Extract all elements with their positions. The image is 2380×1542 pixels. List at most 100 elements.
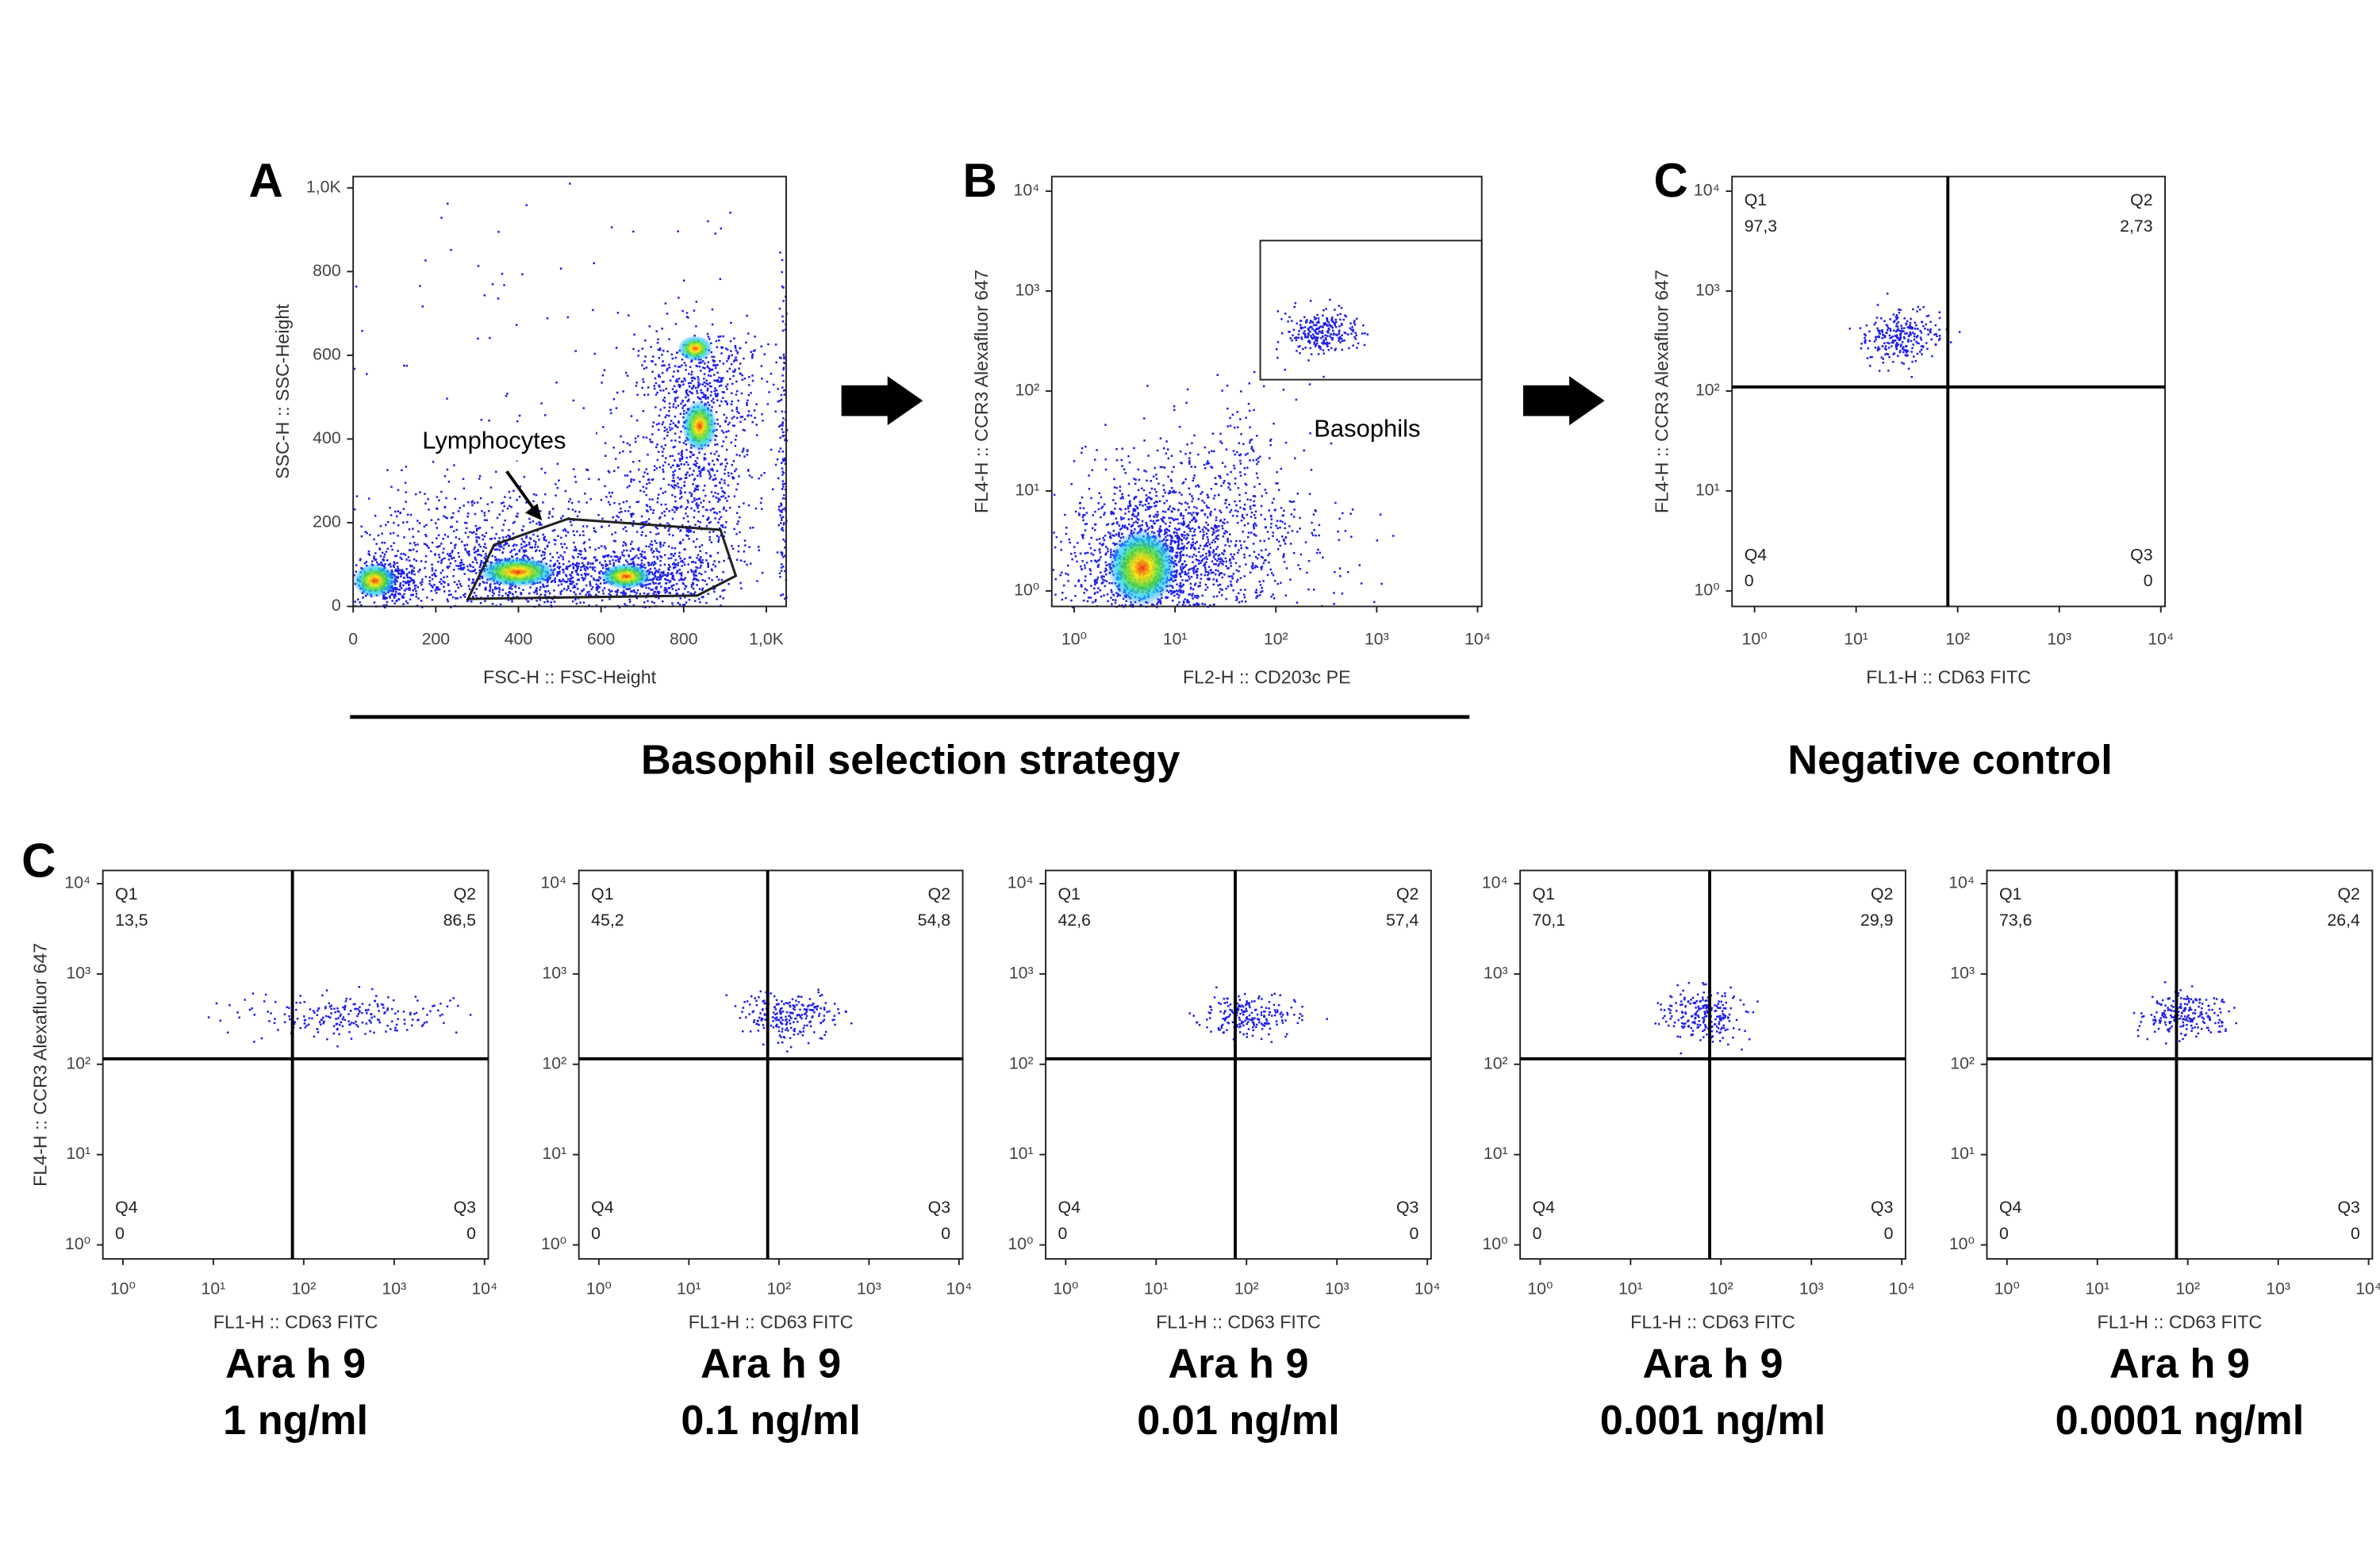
event-dot <box>720 534 723 537</box>
event-dot <box>690 561 693 563</box>
event-dot <box>697 489 700 491</box>
event-dot <box>450 593 452 596</box>
event-dot <box>1180 522 1183 524</box>
event-dot <box>1195 519 1197 522</box>
event-dot <box>696 578 698 581</box>
event-dot <box>436 546 438 548</box>
event-dot <box>1275 524 1277 527</box>
event-dot <box>663 397 666 399</box>
event-dot <box>1102 543 1104 545</box>
event-dot <box>534 550 537 553</box>
event-dot <box>1148 505 1151 508</box>
event-dot <box>711 308 714 311</box>
event-dot <box>705 559 708 562</box>
event-dot <box>640 515 643 518</box>
event-dot <box>646 520 648 523</box>
event-dot <box>522 589 524 591</box>
event-dot <box>674 380 678 382</box>
event-dot <box>1205 555 1207 558</box>
event-dot <box>1082 513 1084 516</box>
event-dot <box>681 407 684 409</box>
event-dot <box>464 593 466 595</box>
event-dot <box>446 575 448 578</box>
event-dot <box>781 483 785 485</box>
event-dot <box>542 558 544 561</box>
event-dot <box>529 586 532 589</box>
event-dot <box>497 540 501 543</box>
event-dot <box>406 576 409 579</box>
event-dot <box>690 360 693 363</box>
event-dot <box>1115 517 1118 520</box>
event-dot <box>701 544 704 547</box>
event-dot <box>1090 497 1092 500</box>
event-dot <box>671 534 674 537</box>
event-dot <box>438 588 441 591</box>
event-dot <box>1217 584 1219 587</box>
event-dot <box>680 462 682 466</box>
event-dot <box>1192 597 1194 600</box>
event-dot <box>580 573 583 576</box>
event-dot <box>687 591 689 593</box>
event-dot <box>781 410 784 413</box>
event-dot <box>647 600 649 602</box>
event-dot <box>1284 594 1288 596</box>
event-dot <box>455 536 457 539</box>
event-dot <box>393 542 395 544</box>
event-dot <box>1205 521 1207 524</box>
event-dot <box>474 512 477 516</box>
event-dot <box>563 527 566 531</box>
event-dot <box>474 558 478 562</box>
event-dot <box>724 400 727 403</box>
event-dot <box>1204 569 1207 571</box>
event-dot <box>1205 552 1207 555</box>
event-dot <box>543 471 547 474</box>
event-dot <box>652 582 655 585</box>
event-dot <box>710 390 713 393</box>
event-dot <box>720 462 724 465</box>
event-dot <box>1318 534 1320 537</box>
event-dot <box>499 546 501 548</box>
event-dot <box>1232 589 1234 592</box>
event-dot <box>501 272 504 275</box>
event-dot <box>758 477 760 480</box>
event-dot <box>428 576 432 579</box>
event-dot <box>1154 513 1157 516</box>
event-dot <box>1084 552 1087 554</box>
event-dot <box>439 581 441 584</box>
event-dot <box>700 361 703 364</box>
event-dot <box>723 506 725 509</box>
event-dot <box>724 531 726 534</box>
event-dot <box>1179 547 1182 550</box>
event-dot <box>747 384 750 386</box>
event-dot <box>701 579 704 581</box>
event-dot <box>437 518 440 521</box>
event-dot <box>1109 548 1112 551</box>
event-dot <box>707 470 709 472</box>
event-dot <box>485 554 487 558</box>
event-dot <box>484 586 487 589</box>
event-dot <box>735 416 739 420</box>
event-dot <box>719 527 721 530</box>
event-dot <box>673 562 675 565</box>
event-dot <box>523 554 526 557</box>
event-dot <box>761 378 763 380</box>
event-dot <box>671 576 674 578</box>
event-dot <box>512 548 516 551</box>
event-dot <box>693 574 696 577</box>
event-dot <box>689 366 692 368</box>
event-dot <box>528 541 531 544</box>
event-dot <box>1177 518 1179 520</box>
event-dot <box>1238 565 1241 568</box>
event-dot <box>687 535 689 537</box>
event-dot <box>515 324 518 326</box>
event-dot <box>431 563 433 566</box>
event-dot <box>532 520 535 523</box>
event-dot <box>573 585 576 587</box>
event-dot <box>570 581 572 583</box>
event-dot <box>779 510 781 512</box>
event-dot <box>1177 547 1180 550</box>
event-dot <box>570 589 572 593</box>
event-dot <box>1247 535 1250 539</box>
event-dot <box>662 364 665 366</box>
event-dot <box>464 548 466 551</box>
